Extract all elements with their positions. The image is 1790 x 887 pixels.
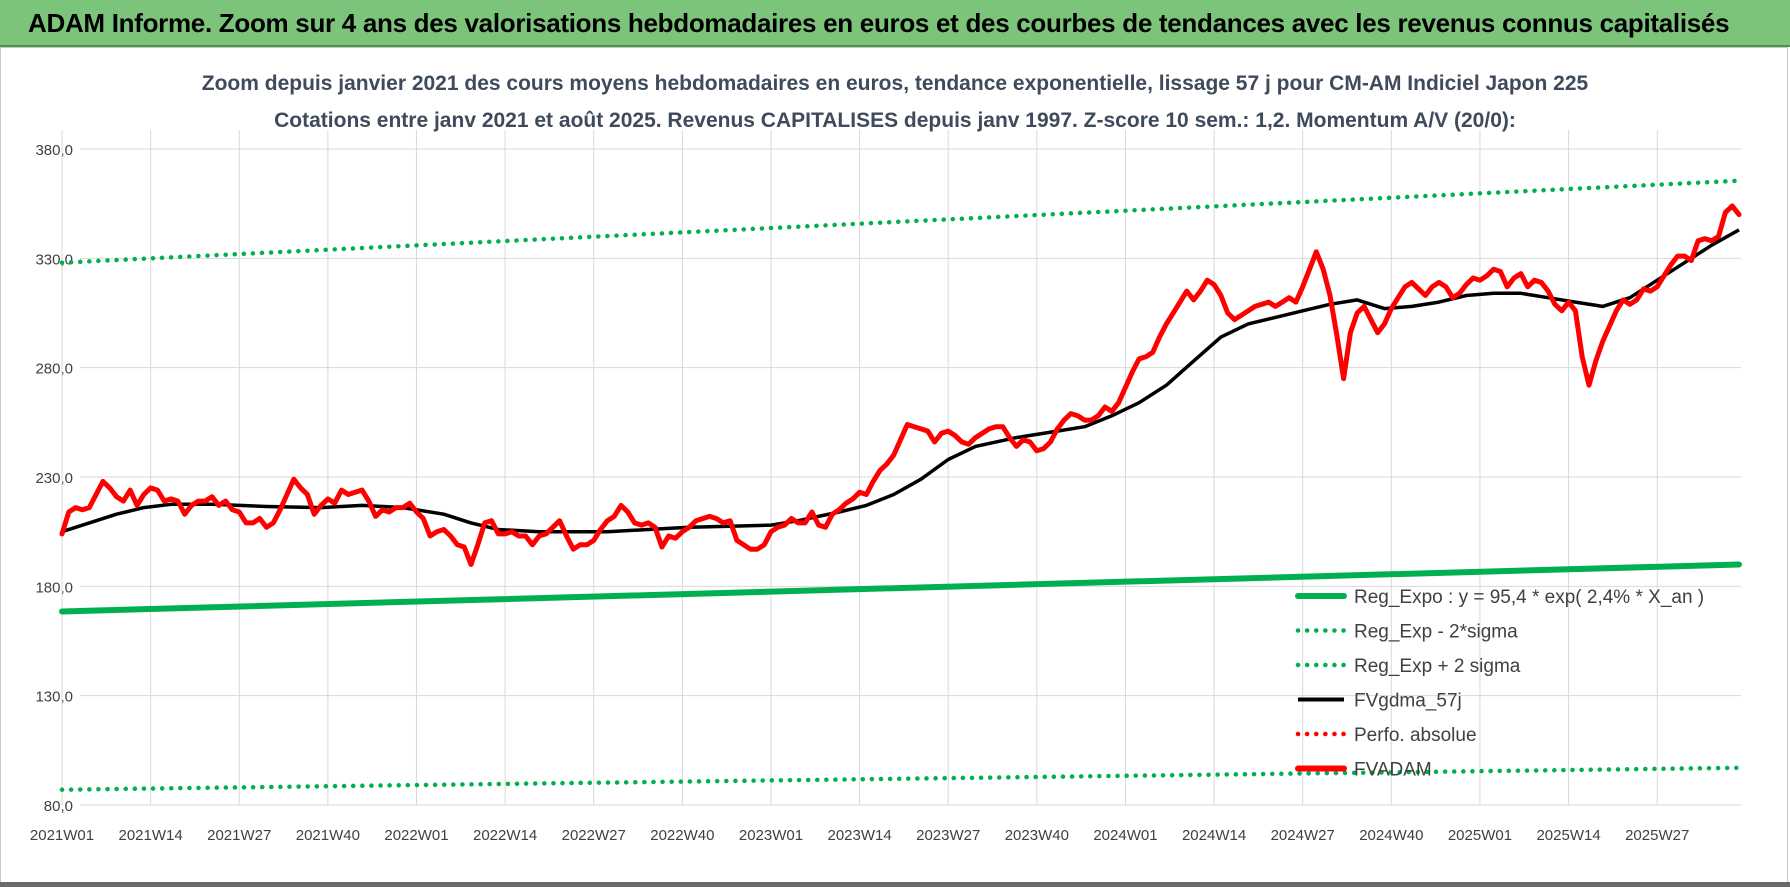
x-tick-label: 2021W40	[296, 827, 360, 844]
y-tick-label: 280,0	[35, 361, 73, 378]
y-tick-label: 80,0	[44, 798, 73, 815]
x-tick-label: 2021W14	[119, 827, 183, 844]
x-tick-label: 2025W01	[1448, 827, 1512, 844]
y-tick-label: 230,0	[35, 470, 73, 487]
x-tick-label: 2023W14	[827, 827, 891, 844]
chart-subtitle: Cotations entre janv 2021 et août 2025. …	[274, 109, 1516, 132]
legend-label: FVADAM	[1354, 760, 1432, 781]
x-tick-label: 2025W14	[1536, 827, 1600, 844]
x-tick-label: 2024W14	[1182, 827, 1246, 844]
legend-label: Reg_Exp + 2 sigma	[1354, 656, 1521, 677]
x-tick-label: 2023W40	[1005, 827, 1069, 844]
x-tick-label: 2024W01	[1093, 827, 1157, 844]
legend-label: Perfo. absolue	[1354, 725, 1477, 746]
x-tick-label: 2022W01	[384, 827, 448, 844]
legend-label: Reg_Expo : y = 95,4 * exp( 2,4% * X_an )	[1354, 587, 1704, 608]
y-tick-label: 330,0	[35, 251, 73, 268]
x-tick-label: 2023W27	[916, 827, 980, 844]
x-tick-label: 2021W01	[30, 827, 94, 844]
bottom-border	[0, 882, 1790, 887]
banner-title: ADAM Informe. Zoom sur 4 ans des valoris…	[28, 8, 1730, 38]
report-banner: ADAM Informe. Zoom sur 4 ans des valoris…	[0, 0, 1790, 47]
series-line-reg_exp	[59, 765, 1742, 792]
y-tick-label: 130,0	[35, 689, 73, 706]
x-tick-label: 2024W27	[1271, 827, 1335, 844]
x-tick-label: 2023W01	[739, 827, 803, 844]
series-line-reg_exp	[59, 178, 1742, 265]
legend-label: Reg_Exp - 2*sigma	[1354, 622, 1518, 643]
x-tick-label: 2025W27	[1625, 827, 1689, 844]
series-line-fvgdma_57j	[61, 228, 1740, 534]
legend-label: FVgdma_57j	[1354, 691, 1462, 712]
x-tick-label: 2022W40	[650, 827, 714, 844]
series-line-fvadam	[59, 203, 1742, 567]
x-tick-label: 2024W40	[1359, 827, 1423, 844]
x-tick-label: 2022W27	[562, 827, 626, 844]
chart-title: Zoom depuis janvier 2021 des cours moyen…	[201, 72, 1589, 95]
x-tick-label: 2021W27	[207, 827, 271, 844]
x-tick-label: 2022W14	[473, 827, 537, 844]
y-tick-label: 380,0	[35, 142, 73, 159]
series-line-reg_expo	[59, 561, 1742, 615]
y-tick-label: 180,0	[35, 579, 73, 596]
